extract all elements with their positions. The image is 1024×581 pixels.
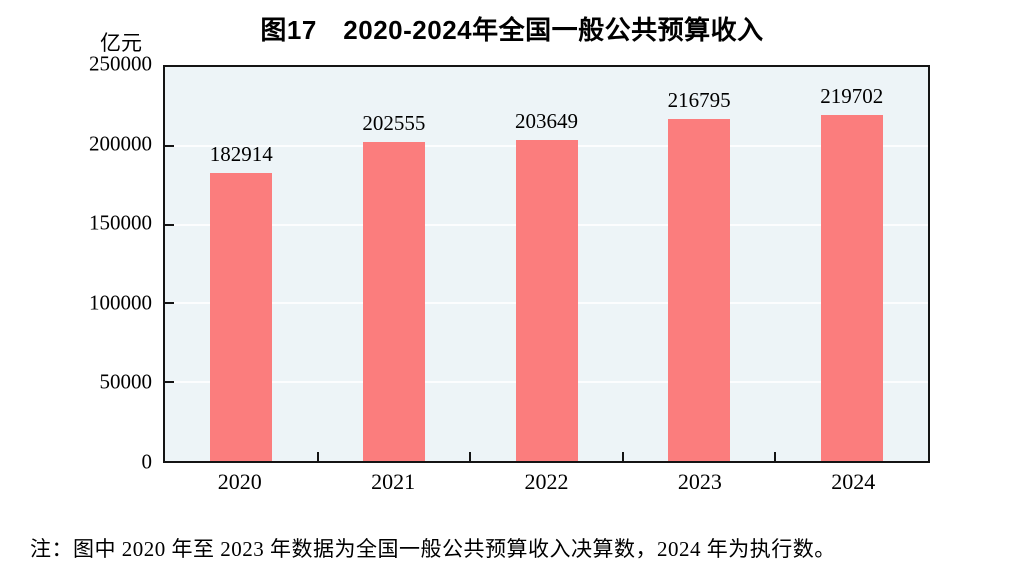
y-axis-tick-mark — [165, 223, 174, 226]
bar — [210, 172, 273, 461]
y-axis-tick-label: 250000 — [89, 51, 152, 76]
bar-value-label: 203649 — [515, 109, 578, 134]
x-axis-label: 2021 — [371, 469, 416, 494]
bar-value-label: 216795 — [667, 88, 731, 113]
bar — [515, 140, 578, 461]
x-axis-tick-mark — [621, 452, 624, 461]
bar — [820, 114, 883, 461]
bar-value-label: 182914 — [209, 141, 273, 166]
y-axis-tick-mark — [165, 381, 174, 384]
bar — [668, 119, 731, 461]
y-axis-tick-label: 100000 — [89, 290, 152, 315]
y-axis-tick-label: 50000 — [99, 369, 153, 394]
chart-note: 注：图中 2020 年至 2023 年数据为全国一般公共预算收入决算数，2024… — [30, 537, 836, 561]
y-axis-tick-mark — [165, 144, 174, 147]
y-axis-tick-label: 0 — [141, 449, 153, 474]
bar — [362, 141, 425, 461]
y-axis-tick-labels: 0 50000 100000 150000 200000 250000 — [0, 52, 153, 474]
y-axis-unit-label: 亿元 — [100, 31, 142, 55]
x-axis-label: 2022 — [524, 469, 569, 494]
y-axis-tick-mark — [165, 302, 174, 305]
y-axis-tick-label: 150000 — [89, 210, 152, 235]
chart-title: 图17 2020-2024年全国一般公共预算收入 — [260, 15, 764, 45]
x-axis-label: 2024 — [831, 469, 876, 494]
x-axis-label: 2023 — [677, 469, 722, 494]
x-axis-labels: 2020 2021 2022 2023 2024 — [163, 469, 930, 497]
bar-value-label: 202555 — [362, 110, 426, 135]
x-axis-tick-mark — [469, 452, 472, 461]
x-axis-tick-mark — [774, 452, 777, 461]
bar-value-label: 219702 — [820, 83, 884, 108]
x-axis-label: 2020 — [217, 469, 262, 494]
y-axis-tick-label: 200000 — [89, 131, 152, 156]
x-axis-tick-mark — [316, 452, 319, 461]
plot-area: 182914 202555 203649 216795 219702 — [163, 65, 930, 463]
